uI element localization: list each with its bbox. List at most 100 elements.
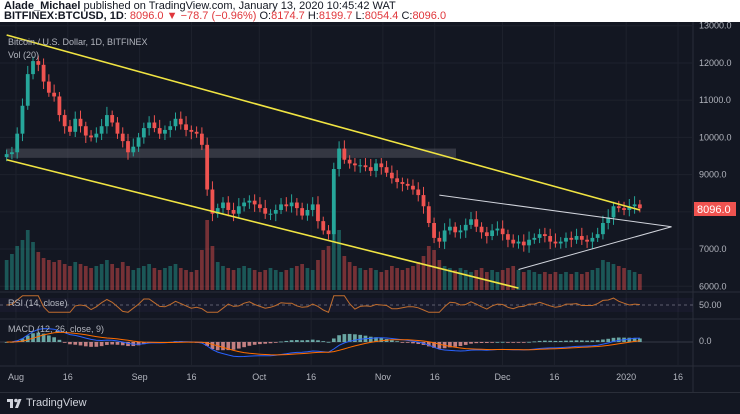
macd-histogram-bar: [236, 342, 241, 349]
macd-histogram-bar: [41, 333, 46, 342]
candle-body: [358, 165, 363, 167]
macd-histogram-bar: [25, 335, 30, 342]
candle-body: [379, 163, 384, 168]
macd-legend: MACD (12, 26, close, 9): [8, 324, 104, 334]
macd-histogram-bar: [110, 342, 115, 345]
volume-bar: [363, 270, 368, 290]
candle-body: [268, 213, 273, 215]
brand-name[interactable]: TradingView: [26, 397, 87, 409]
candle-body: [326, 230, 331, 235]
volume-bar: [57, 260, 62, 290]
volume-bar: [347, 262, 352, 290]
macd-histogram-bar: [395, 341, 399, 343]
candle-body: [558, 241, 563, 244]
volume-bar: [231, 270, 236, 290]
volume-bar: [83, 266, 88, 290]
volume-bar: [463, 270, 468, 290]
price-tick-label: 13000.0: [699, 22, 732, 31]
volume-bar: [511, 266, 516, 290]
volume-bar: [316, 260, 320, 290]
candle-body: [500, 228, 505, 235]
rsi-band: [0, 298, 693, 312]
time-tick-label: Oct: [252, 372, 267, 382]
macd-histogram-bar: [453, 342, 458, 347]
candle-body: [300, 208, 305, 216]
candle-body: [163, 129, 167, 134]
candle-body: [273, 209, 278, 214]
price-axis-labels[interactable]: 13000.012000.011000.010000.09000.08000.0…: [699, 22, 732, 291]
macd-histogram-bar: [52, 337, 56, 342]
candle-body: [506, 234, 510, 240]
candle-body: [537, 234, 542, 238]
volume-bar: [490, 270, 494, 290]
candle-body: [490, 230, 495, 237]
time-tick-label: 16: [63, 372, 73, 382]
macd-histogram-bar: [390, 340, 394, 342]
volume-bar: [432, 250, 436, 290]
time-tick-label: 16: [673, 372, 683, 382]
close-value: 8096.0: [129, 10, 164, 22]
macd-histogram-bar: [458, 342, 463, 346]
macd-histogram-bar: [321, 341, 326, 342]
volume-bar: [506, 268, 510, 290]
volume-bar: [585, 272, 589, 290]
candle-body: [453, 226, 458, 233]
macd-histogram-bar: [595, 340, 600, 342]
volume-bar: [252, 270, 257, 290]
volume-bar: [616, 266, 621, 290]
macd-pane: [0, 328, 693, 358]
last-price-badge: [694, 202, 736, 216]
volume-bar: [305, 268, 310, 290]
open-value: 8174.7: [271, 10, 305, 22]
candle-body: [463, 224, 468, 231]
chart-title: Bitcoin / U.S. Dollar, 1D, BITFINEX: [8, 37, 148, 47]
candle-body: [68, 126, 72, 132]
volume-bar: [221, 266, 225, 290]
close-label: C:: [401, 10, 413, 22]
volume-bar: [73, 262, 78, 290]
macd-histogram-bar: [527, 341, 531, 343]
volume-bars: [4, 200, 642, 290]
volume-bar: [453, 270, 458, 290]
macd-histogram-bar: [511, 342, 516, 343]
macd-histogram-bar: [479, 342, 484, 344]
volume-bar: [62, 264, 67, 290]
macd-histogram-bar: [99, 342, 104, 347]
candle-body: [321, 221, 326, 231]
time-axis-labels[interactable]: Aug 16 Sep 16 Oct 16 Nov 16 Dec 16 2020 16: [8, 372, 683, 382]
candle-body: [89, 135, 93, 138]
volume-bar: [590, 270, 595, 290]
volume-bar: [152, 268, 157, 290]
macd-histogram-bar: [20, 338, 25, 342]
chart-area[interactable]: 13000.012000.011000.010000.09000.08000.0…: [0, 22, 740, 392]
macd-histogram-bar: [484, 342, 489, 343]
volume-bar: [168, 266, 173, 290]
volume-bar: [136, 268, 141, 290]
macd-histogram-bar: [416, 342, 421, 344]
volume-bar: [126, 266, 130, 290]
candle-body: [4, 154, 9, 158]
candle-body: [622, 208, 626, 210]
candle-body: [157, 128, 162, 134]
volume-bar: [10, 254, 14, 290]
candle-body: [62, 115, 67, 127]
macd-histogram-bar: [337, 335, 341, 342]
macd-histogram-bar: [616, 337, 621, 342]
candle-body: [258, 204, 262, 209]
candlesticks[interactable]: [4, 55, 642, 253]
volume-bar: [20, 240, 25, 290]
macd-histogram-bar: [638, 338, 642, 342]
volume-bar: [200, 250, 204, 290]
candle-body: [516, 241, 521, 244]
author-name[interactable]: Alade_Michael: [4, 0, 81, 12]
candle-body: [31, 61, 35, 75]
volume-bar: [300, 264, 304, 290]
candle-body: [231, 209, 236, 214]
trendlines[interactable]: [6, 34, 672, 289]
high-label: H:: [307, 10, 319, 22]
candle-body: [395, 178, 400, 183]
candle-body: [25, 74, 30, 106]
macd-histogram-bar: [136, 342, 141, 346]
volume-bar: [442, 266, 447, 290]
candle-body: [120, 133, 125, 142]
